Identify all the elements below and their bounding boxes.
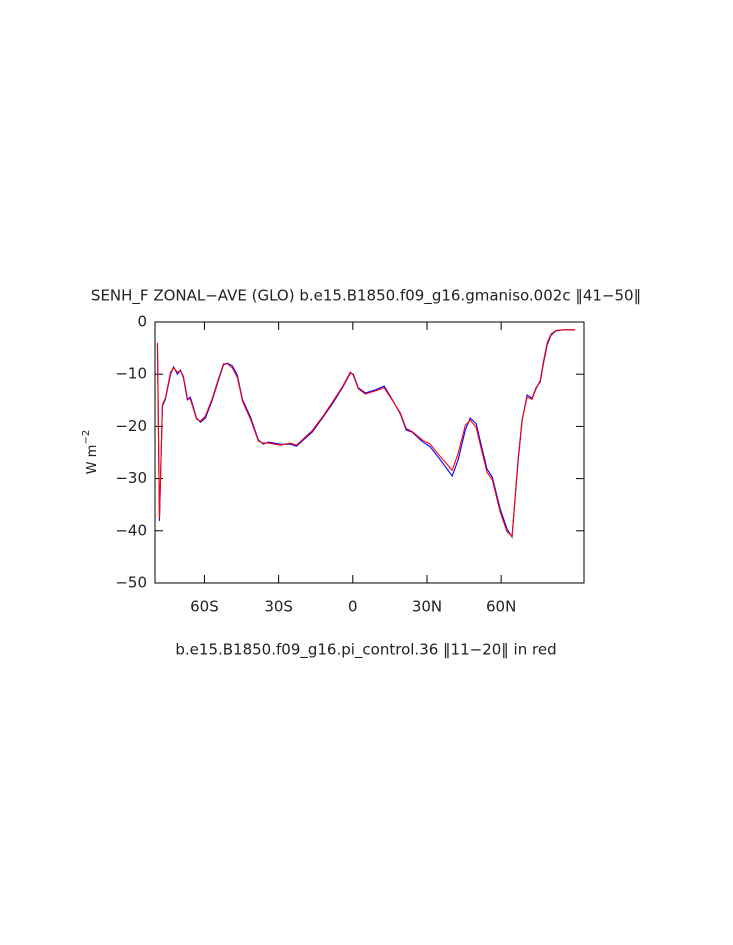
chart-title: SENH_F ZONAL−AVE (GLO) b.e15.B1850.f09_g…	[91, 287, 641, 306]
x-tick-label: 30S	[264, 598, 293, 616]
y-axis-label-text: W m	[85, 445, 100, 475]
series-line	[156, 329, 576, 539]
chart-subtitle: b.e15.B1850.f09_g16.pi_control.36 ‖11−20…	[175, 641, 556, 660]
y-axis-label-exponent: −2	[81, 430, 92, 445]
plot-frame	[154, 321, 585, 584]
y-tick-label: −40	[115, 521, 147, 539]
y-axis-label: W m−2	[81, 430, 100, 474]
x-tick-label: 30N	[412, 598, 442, 616]
x-tick-label: 60N	[486, 598, 516, 616]
series-line	[156, 329, 576, 538]
x-tick-label: 0	[348, 598, 358, 616]
y-tick-label: −10	[115, 365, 147, 383]
x-tick-label: 60S	[190, 598, 219, 616]
y-tick-label: −30	[115, 469, 147, 487]
y-tick-label: −50	[115, 574, 147, 592]
y-tick-label: 0	[137, 313, 147, 331]
y-tick-label: −20	[115, 417, 147, 435]
